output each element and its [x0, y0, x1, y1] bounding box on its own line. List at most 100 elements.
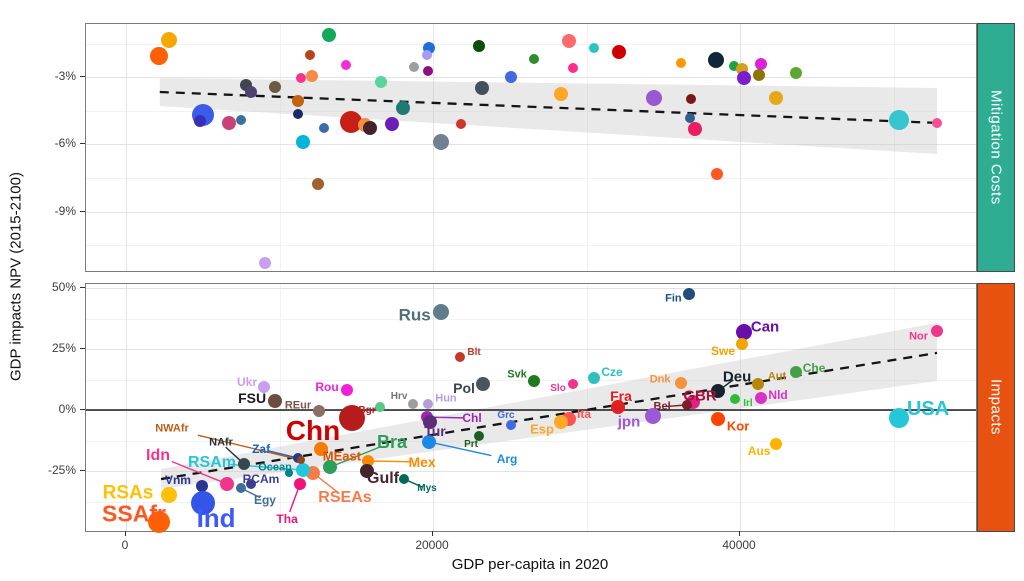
- data-point: [193, 115, 206, 128]
- point-Svk: [528, 374, 541, 387]
- point-Irl: [729, 394, 740, 405]
- data-point: [568, 63, 579, 74]
- label-Can: Can: [750, 318, 780, 336]
- x-tick-label: 40000: [722, 538, 756, 552]
- gridline-x-major: [126, 24, 127, 271]
- gridline-x-major: [126, 284, 127, 531]
- gridline-y-major: [86, 288, 976, 289]
- label-Gulf: Gulf: [367, 470, 400, 487]
- data-point: [312, 178, 325, 191]
- leader-line-Arg: [428, 441, 492, 457]
- gridline-y-major: [86, 471, 976, 472]
- label-NWAfr: NWAfr: [155, 422, 189, 435]
- label-Mex: Mex: [408, 453, 436, 470]
- label-Nld: Nld: [768, 388, 788, 403]
- data-point: [150, 46, 168, 65]
- label-Nor: Nor: [909, 330, 929, 343]
- data-point: [505, 70, 517, 83]
- label-RSAm: RSAm: [187, 454, 237, 472]
- point-Grc: [506, 419, 516, 430]
- point-Slo: [568, 378, 579, 389]
- y-tick-mark: [80, 210, 85, 212]
- leader-line-NWAfr: [197, 434, 302, 461]
- data-point: [292, 94, 305, 107]
- point-MEast: [313, 442, 328, 457]
- gridline-y-minor: [86, 110, 976, 112]
- confidence-band: [159, 78, 938, 155]
- label-Grc: Grc: [497, 409, 515, 421]
- facet-strip-mitigation-costs: Mitigation Costs: [977, 23, 1015, 272]
- point-Swe: [736, 338, 749, 351]
- point-Tha: [294, 477, 307, 490]
- data-point: [737, 71, 752, 86]
- label-Pol: Pol: [453, 379, 475, 396]
- point-RSAs: [160, 486, 177, 503]
- point-Ocean: [285, 468, 294, 477]
- label-jpn: jpn: [617, 413, 641, 431]
- data-point: [612, 45, 627, 60]
- data-point: [222, 115, 236, 130]
- data-point: [790, 66, 803, 79]
- data-point: [433, 133, 449, 150]
- label-FSU: FSU: [238, 389, 267, 406]
- point-Bgr: [375, 402, 386, 413]
- label-Zaf: Zaf: [252, 442, 271, 457]
- label-Prt: Prt: [464, 439, 479, 451]
- label-RSAs: RSAs: [102, 482, 154, 504]
- point-Esp: [554, 414, 569, 429]
- point-FSU: [268, 393, 283, 408]
- y-tick-label: 25%: [51, 341, 76, 355]
- label-Chl: Chl: [462, 411, 482, 426]
- point-Kor: [711, 412, 726, 427]
- gridline-y-major: [86, 144, 976, 146]
- data-point: [340, 60, 351, 71]
- point-Chn: [338, 405, 365, 432]
- point-RCAm: [245, 478, 256, 489]
- label-Hrv: Hrv: [390, 390, 408, 402]
- label-NAfr: NAfr: [209, 436, 233, 449]
- label-Cze: Cze: [601, 365, 623, 380]
- data-point: [529, 54, 540, 65]
- data-point: [422, 50, 433, 61]
- label-GBR: GBR: [683, 387, 717, 405]
- data-point: [729, 61, 740, 71]
- y-tick-label: -9%: [54, 203, 76, 218]
- label-USA: USA: [906, 398, 950, 421]
- gridline-x-minor: [586, 284, 588, 531]
- facet-strip-label: Mitigation Costs: [987, 90, 1005, 205]
- y-tick-mark: [80, 470, 85, 471]
- trend-line: [159, 90, 938, 125]
- point-Vnm: [195, 479, 208, 492]
- point-Bra: [323, 460, 338, 475]
- label-Aut: Aut: [767, 370, 787, 383]
- label-Aus: Aus: [747, 443, 771, 458]
- label-Vnm: Vnm: [164, 472, 191, 487]
- point-Blt: [455, 352, 466, 363]
- label-RCAm: RCAm: [242, 471, 280, 486]
- label-Mys: Mys: [417, 483, 437, 495]
- label-Fra: Fra: [610, 388, 632, 405]
- label-Tha: Tha: [276, 511, 298, 526]
- data-point: [646, 90, 663, 107]
- label-Bel: Bel: [653, 400, 671, 413]
- label-Swe: Swe: [711, 344, 736, 359]
- point-Tur: [422, 414, 437, 429]
- label-Ita: Ita: [577, 407, 592, 422]
- data-point: [474, 80, 489, 95]
- point-NAfr: [238, 457, 251, 470]
- x-tick-mark: [432, 531, 434, 536]
- data-point: [455, 119, 466, 130]
- data-point: [753, 68, 766, 81]
- data-point: [160, 32, 177, 49]
- label-Svk: Svk: [507, 368, 527, 381]
- point-Mex: [362, 454, 375, 467]
- facet-strip-impacts: Impacts: [977, 283, 1015, 532]
- y-axis-title: GDP impacts NPV (2015-2100): [7, 172, 25, 381]
- gridline-x-major: [740, 24, 742, 271]
- point-NWAfr: [297, 456, 305, 465]
- label-Rou: Rou: [315, 379, 339, 394]
- label-Che: Che: [802, 360, 826, 375]
- gridline-x-major: [433, 284, 435, 531]
- label-Ocean: Ocean: [258, 461, 292, 474]
- y-tick-mark: [80, 409, 85, 410]
